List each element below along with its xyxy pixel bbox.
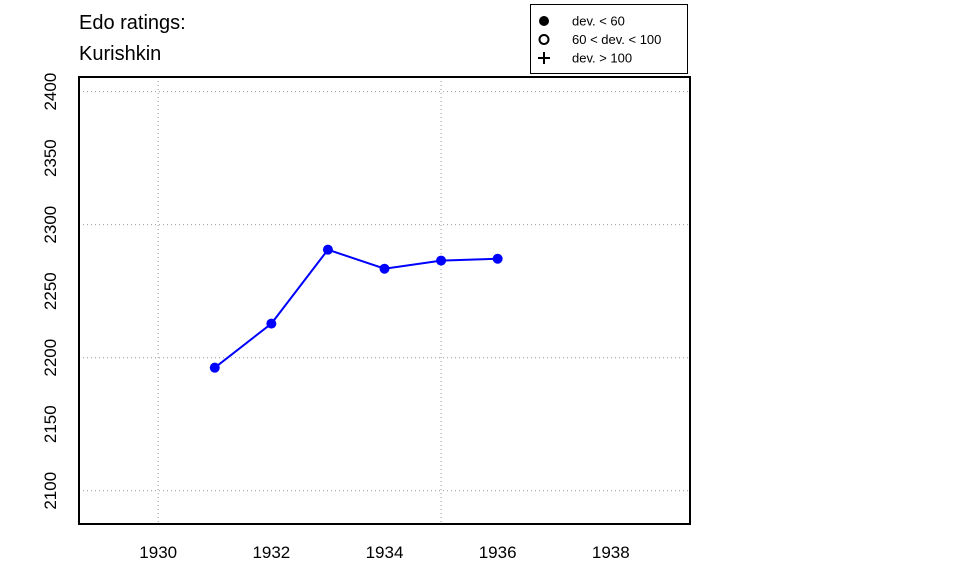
point xyxy=(379,263,390,274)
y-tick-label: 2100 xyxy=(41,472,60,510)
y-tick-label: 2300 xyxy=(41,206,60,244)
legend-label: dev. > 100 xyxy=(572,51,632,66)
point xyxy=(436,255,447,266)
legend-box xyxy=(530,4,688,74)
plot-frame xyxy=(78,76,691,525)
chart-title: Edo ratings: xyxy=(79,12,186,34)
point xyxy=(209,362,220,373)
x-tick-label: 1930 xyxy=(139,543,177,562)
y-tick-label: 2150 xyxy=(41,405,60,443)
x-tick-label: 1932 xyxy=(252,543,290,562)
point xyxy=(266,318,277,329)
chart-title: Kurishkin xyxy=(79,43,161,65)
y-tick-label: 2400 xyxy=(41,73,60,111)
legend-marker xyxy=(539,16,549,26)
x-tick-label: 1938 xyxy=(592,543,630,562)
legend-label: 60 < dev. < 100 xyxy=(572,32,661,47)
y-tick-label: 2250 xyxy=(41,272,60,310)
x-tick-label: 1936 xyxy=(479,543,517,562)
legend-marker xyxy=(538,34,550,45)
legend-marker xyxy=(538,52,550,64)
point xyxy=(322,244,333,255)
line xyxy=(214,248,498,369)
y-tick-label: 2200 xyxy=(41,339,60,377)
legend-label: dev. < 60 xyxy=(572,14,625,29)
y-tick-label: 2350 xyxy=(41,139,60,177)
x-tick-label: 1934 xyxy=(366,543,404,562)
point xyxy=(492,253,503,264)
